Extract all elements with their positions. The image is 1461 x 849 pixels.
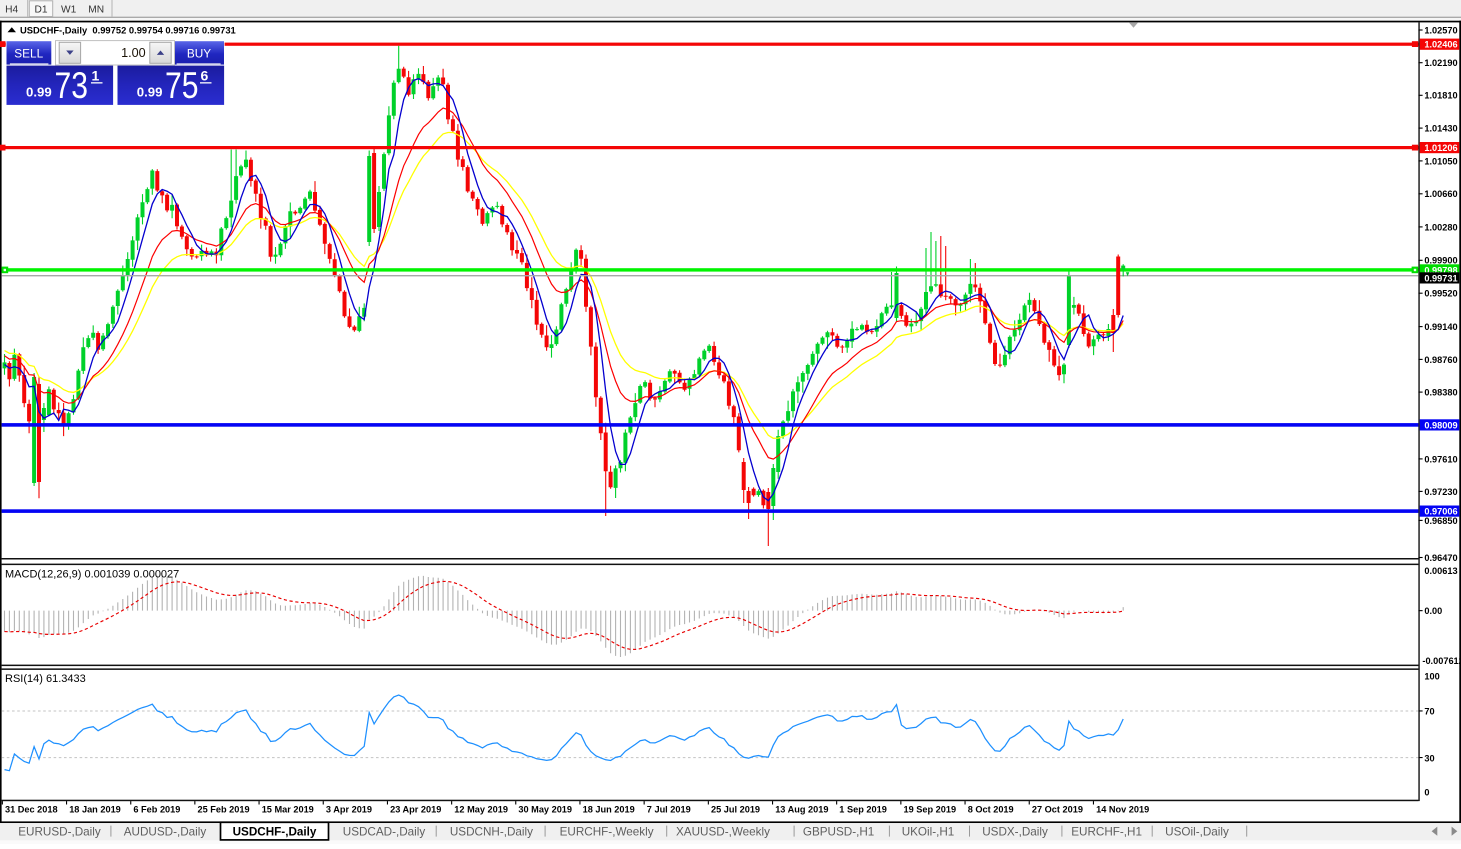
svg-text:25 Jul 2019: 25 Jul 2019 <box>711 804 760 814</box>
svg-text:USOil-,Daily: USOil-,Daily <box>1165 825 1229 838</box>
svg-text:0: 0 <box>1424 788 1429 798</box>
svg-text:XAUUSD-,Weekly: XAUUSD-,Weekly <box>676 825 770 838</box>
svg-text:RSI(14) 61.3433: RSI(14) 61.3433 <box>5 673 86 685</box>
svg-text:H4: H4 <box>5 4 18 15</box>
svg-text:25 Feb 2019: 25 Feb 2019 <box>198 804 250 814</box>
svg-text:USDCHF-,Daily 0.99752 0.99754: USDCHF-,Daily 0.99752 0.99754 0.99716 0.… <box>20 25 236 36</box>
svg-text:MN: MN <box>88 4 104 15</box>
svg-text:MACD(12,26,9) 0.001039 0.00002: MACD(12,26,9) 0.001039 0.000027 <box>5 569 179 581</box>
svg-text:USDCHF-,Daily: USDCHF-,Daily <box>233 825 317 838</box>
svg-text:UKOil-,H1: UKOil-,H1 <box>902 825 955 838</box>
svg-text:100: 100 <box>1424 672 1439 682</box>
svg-text:19 Sep 2019: 19 Sep 2019 <box>904 804 957 814</box>
svg-text:6: 6 <box>201 68 209 84</box>
svg-text:70: 70 <box>1424 706 1434 716</box>
svg-text:13 Aug 2019: 13 Aug 2019 <box>775 804 828 814</box>
svg-text:1.02570: 1.02570 <box>1424 25 1457 35</box>
svg-text:1 Sep 2019: 1 Sep 2019 <box>839 804 887 814</box>
svg-text:1.01206: 1.01206 <box>1424 143 1457 153</box>
svg-text:0.99520: 0.99520 <box>1424 289 1457 299</box>
svg-text:0.99798: 0.99798 <box>1424 265 1457 275</box>
svg-text:6 Feb 2019: 6 Feb 2019 <box>133 804 180 814</box>
svg-text:1.01050: 1.01050 <box>1424 156 1457 166</box>
svg-text:EURUSD-,Daily: EURUSD-,Daily <box>18 825 101 838</box>
svg-text:1.02190: 1.02190 <box>1424 58 1457 68</box>
svg-text:1.00280: 1.00280 <box>1424 222 1457 232</box>
svg-text:1: 1 <box>92 68 100 84</box>
svg-text:0.99731: 0.99731 <box>1424 273 1457 283</box>
svg-text:1.01430: 1.01430 <box>1424 124 1457 134</box>
svg-text:31 Dec 2018: 31 Dec 2018 <box>5 804 58 814</box>
svg-text:EURCHF-,H1: EURCHF-,H1 <box>1071 825 1142 838</box>
svg-text:27 Oct 2019: 27 Oct 2019 <box>1032 804 1083 814</box>
svg-text:USDCAD-,Daily: USDCAD-,Daily <box>343 825 426 838</box>
svg-text:18 Jun 2019: 18 Jun 2019 <box>583 804 635 814</box>
svg-text:BUY: BUY <box>187 47 211 61</box>
svg-text:12 May 2019: 12 May 2019 <box>454 804 508 814</box>
svg-text:1.01810: 1.01810 <box>1424 91 1457 101</box>
svg-text:3 Apr 2019: 3 Apr 2019 <box>326 804 372 814</box>
svg-text:USDX-,Daily: USDX-,Daily <box>982 825 1048 838</box>
svg-text:0.99: 0.99 <box>137 84 163 99</box>
svg-text:8 Oct 2019: 8 Oct 2019 <box>968 804 1014 814</box>
svg-text:0.97230: 0.97230 <box>1424 487 1457 497</box>
svg-text:18 Jan 2019: 18 Jan 2019 <box>69 804 121 814</box>
svg-text:7 Jul 2019: 7 Jul 2019 <box>647 804 691 814</box>
svg-text:0.98760: 0.98760 <box>1424 355 1457 365</box>
svg-text:EURCHF-,Weekly: EURCHF-,Weekly <box>560 825 654 838</box>
svg-text:0.99900: 0.99900 <box>1424 256 1457 266</box>
svg-text:0.98009: 0.98009 <box>1424 420 1457 430</box>
svg-text:AUDUSD-,Daily: AUDUSD-,Daily <box>124 825 207 838</box>
svg-text:0.98380: 0.98380 <box>1424 388 1457 398</box>
svg-text:SELL: SELL <box>14 47 43 61</box>
svg-text:0.96470: 0.96470 <box>1424 553 1457 563</box>
svg-text:15 Mar 2019: 15 Mar 2019 <box>262 804 314 814</box>
svg-text:1.02406: 1.02406 <box>1424 40 1457 50</box>
svg-text:1.00: 1.00 <box>121 46 146 60</box>
svg-text:75: 75 <box>165 65 199 106</box>
svg-text:0.99: 0.99 <box>26 84 52 99</box>
svg-text:0.99140: 0.99140 <box>1424 322 1457 332</box>
svg-text:W1: W1 <box>61 4 77 15</box>
svg-text:0.96850: 0.96850 <box>1424 516 1457 526</box>
svg-text:D1: D1 <box>34 4 47 15</box>
svg-text:0.00613: 0.00613 <box>1424 566 1457 576</box>
svg-text:0.97610: 0.97610 <box>1424 454 1457 464</box>
svg-text:23 Apr 2019: 23 Apr 2019 <box>390 804 441 814</box>
svg-text:0.00: 0.00 <box>1424 606 1442 616</box>
svg-text:14 Nov 2019: 14 Nov 2019 <box>1096 804 1149 814</box>
svg-text:30: 30 <box>1424 753 1434 763</box>
svg-text:USDCNH-,Daily: USDCNH-,Daily <box>450 825 533 838</box>
svg-text:0.97006: 0.97006 <box>1424 507 1457 517</box>
svg-text:GBPUSD-,H1: GBPUSD-,H1 <box>803 825 874 838</box>
svg-text:73: 73 <box>55 65 89 106</box>
svg-text:-0.0076122: -0.0076122 <box>1422 656 1461 666</box>
svg-text:30 May 2019: 30 May 2019 <box>518 804 572 814</box>
svg-text:1.00660: 1.00660 <box>1424 189 1457 199</box>
